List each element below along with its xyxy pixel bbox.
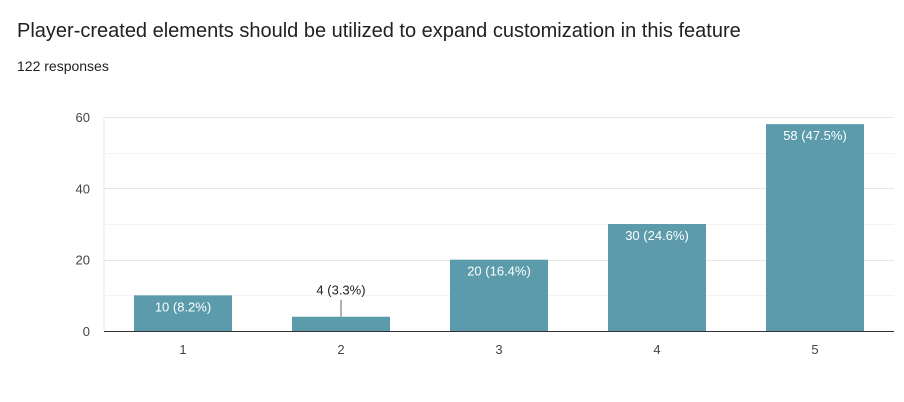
x-tick-label: 3 [495, 342, 502, 357]
data-label: 20 (16.4%) [467, 264, 531, 279]
bar [608, 224, 706, 331]
bars [134, 124, 864, 331]
data-labels: 10 (8.2%) 4 (3.3%) 20 (16.4%) 30 (24.6%) 58 … [155, 128, 847, 317]
x-tick-label: 1 [179, 342, 186, 357]
chart-title: Player-created elements should be utiliz… [17, 20, 741, 42]
bar [766, 124, 864, 331]
y-tick-label: 60 [76, 110, 90, 125]
x-axis-ticks: 1 2 3 4 5 [179, 342, 818, 357]
x-tick-label: 5 [811, 342, 818, 357]
response-count: 122 responses [17, 58, 109, 74]
data-label: 58 (47.5%) [783, 128, 847, 143]
bar [450, 259, 548, 331]
y-tick-label: 40 [76, 181, 90, 196]
data-label: 10 (8.2%) [155, 299, 211, 314]
data-label: 4 (3.3%) [316, 283, 365, 298]
x-tick-label: 4 [653, 342, 660, 357]
bar [292, 316, 390, 331]
data-label: 30 (24.6%) [625, 228, 689, 243]
y-axis-ticks: 0 20 40 60 [76, 110, 90, 339]
bar [134, 295, 232, 331]
y-tick-label: 20 [76, 253, 90, 268]
gridlines [103, 117, 894, 331]
x-tick-label: 2 [337, 342, 344, 357]
y-tick-label: 0 [83, 324, 90, 339]
